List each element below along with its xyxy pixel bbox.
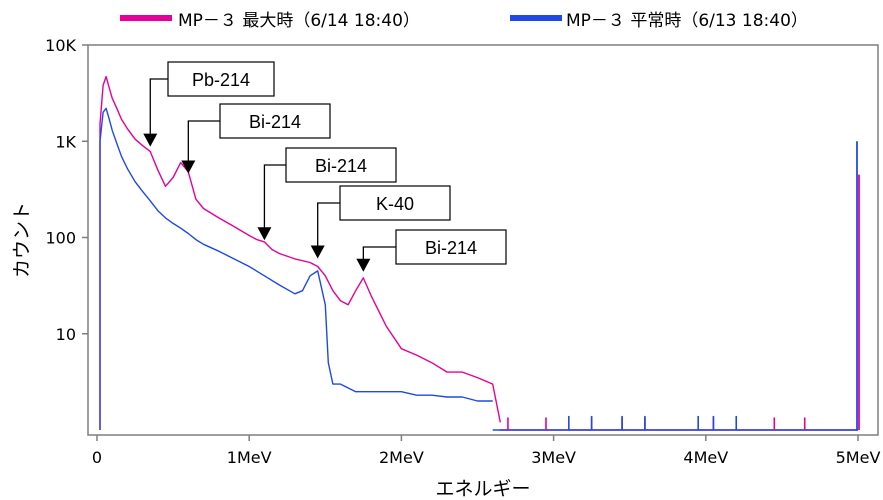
series-line-normal [99,107,493,430]
legend: MP－３ 最大時（6/14 18:40） MP－３ 平常時（6/13 18:40… [120,11,808,31]
legend-label-normal: MP－３ 平常時（6/13 18:40） [566,11,808,31]
callout-label: K-40 [376,194,414,214]
peak-callout: K-40 [310,185,451,259]
y-axis-title: カウント [11,202,33,278]
x-axis-title: エネルギー [435,478,530,500]
series-layer [99,75,860,431]
series-line-max [99,75,501,430]
peak-callout: Bi-214 [257,147,397,241]
callout-leader [149,78,168,135]
y-tick-label: 10K [45,36,76,55]
y-tick-label: 1K [55,132,76,151]
callout-leader [263,164,286,229]
callout-leader [317,202,340,247]
callout-box [395,229,507,265]
x-tick-label: 2MeV [379,448,424,467]
callout-arrowhead [310,245,325,259]
callout-box [167,61,275,97]
legend-swatch-magenta [120,15,172,21]
x-tick-label: 4MeV [683,448,728,467]
callout-arrowhead [181,160,196,174]
legend-label-max: MP－３ 最大時（6/14 18:40） [178,11,420,31]
x-tick-label: 1MeV [227,448,272,467]
callout-leader [187,120,220,162]
callout-label: Bi-214 [315,156,367,176]
x-tick-label: 0 [92,448,102,467]
callout-box [339,185,451,221]
callout-box [285,147,397,183]
callout-arrowhead [356,258,371,272]
peak-callout: Bi-214 [181,103,331,174]
callout-arrowhead [257,227,272,241]
callout-box [219,103,331,139]
axis-layer: 0 1MeV 2MeV 3MeV 4MeV 5MeV 10 100 1K 10K [45,36,880,467]
annotation-layer: Pb-214 Bi-214 Bi-214 K-40 Bi-214 [143,61,507,272]
callout-arrowhead [143,133,158,147]
callout-label: Bi-214 [249,112,301,132]
callout-label: Bi-214 [425,238,477,258]
legend-swatch-blue [510,15,562,21]
peak-callout: Bi-214 [356,229,507,272]
callout-label: Pb-214 [192,70,250,90]
y-tick-label: 100 [45,229,76,248]
peak-callout: Pb-214 [143,61,275,147]
x-tick-label: 5MeV [836,448,881,467]
x-tick-label: 3MeV [531,448,576,467]
y-tick-label: 10 [56,325,76,344]
callout-leader [362,246,396,260]
